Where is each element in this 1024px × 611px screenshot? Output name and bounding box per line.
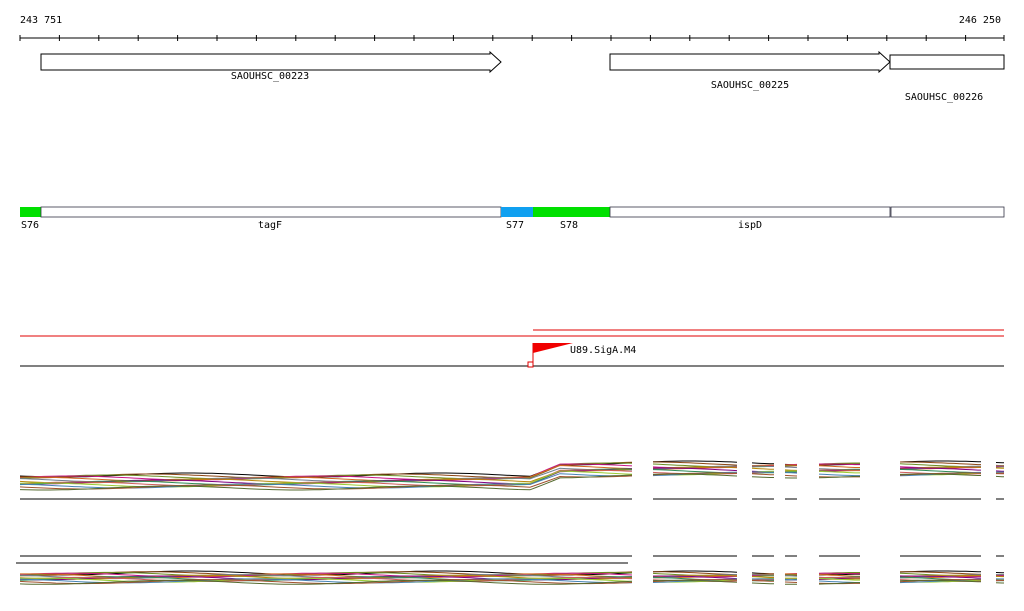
expression-trace: [652, 579, 738, 582]
expression-trace: [818, 473, 860, 477]
expression-trace: [751, 473, 774, 476]
expression-trace: [652, 570, 738, 573]
expression-trace: [818, 470, 860, 474]
expression-trace: [652, 467, 738, 472]
segment: [20, 207, 41, 217]
expression-trace: [899, 579, 981, 583]
segment: [609, 206, 891, 218]
segment: [533, 207, 610, 217]
segment: [501, 207, 533, 217]
promoter-base: [527, 361, 534, 368]
expression-trace: [19, 463, 633, 481]
expression-trace: [652, 575, 738, 580]
ruler-ticks: [19, 35, 1005, 41]
expression-trace: [818, 574, 860, 577]
expression-trace: [818, 465, 860, 468]
segment-label: ispD: [738, 220, 762, 231]
promoter-label: U89.SigA.M4: [570, 345, 636, 356]
expression-trace: [784, 474, 798, 477]
gene-box: [889, 54, 1005, 70]
expression-tracks: [16, 460, 1004, 585]
segment: [40, 206, 502, 218]
expression-trace: [784, 466, 798, 469]
gene-track: [40, 50, 1005, 74]
ruler-start: 243 751: [20, 15, 62, 26]
expression-trace: [818, 572, 860, 575]
expression-trace: [900, 461, 981, 466]
expression-trace: [19, 579, 633, 585]
segment: [890, 206, 1005, 218]
segment-label: S77: [506, 220, 524, 231]
expression-trace: [751, 462, 774, 465]
expression-trace: [784, 471, 798, 473]
gene-label: SAOUHSC_00226: [905, 92, 983, 103]
expression-trace: [818, 582, 860, 585]
segment-track: [20, 206, 1005, 218]
expression-trace: [900, 571, 981, 575]
expression-trace: [784, 581, 798, 583]
expression-trace: [784, 574, 798, 576]
expression-trace: [899, 460, 981, 463]
expression-trace: [652, 460, 738, 463]
segment-label: S78: [560, 220, 578, 231]
expression-trace: [784, 469, 798, 471]
expression-trace: [19, 474, 633, 491]
expression-trace: [899, 576, 981, 581]
expression-trace: [751, 575, 774, 577]
gene-arrow: [609, 50, 891, 74]
expression-trace: [652, 579, 738, 583]
expression-trace: [751, 467, 774, 470]
expression-trace: [652, 473, 738, 477]
gene-label: SAOUHSC_00223: [231, 71, 309, 82]
expression-trace: [751, 464, 774, 467]
expression-trace: [751, 579, 774, 582]
expression-trace: [784, 472, 798, 474]
expression-trace: [819, 463, 860, 466]
ruler-end: 246 250: [959, 15, 1001, 26]
expression-trace: [652, 571, 738, 576]
expression-trace: [899, 473, 981, 476]
promoter-flag: [533, 343, 573, 353]
expression-trace: [751, 476, 774, 478]
expression-trace: [751, 582, 774, 585]
expression-trace: [818, 475, 860, 479]
expression-trace: [818, 578, 860, 581]
segment-label: tagF: [258, 220, 282, 231]
expression-trace: [751, 576, 774, 578]
expression-trace: [899, 579, 981, 583]
segment-label: S76: [21, 220, 39, 231]
expression-trace: [784, 578, 798, 581]
expression-trace: [784, 575, 798, 577]
expression-trace: [19, 475, 633, 490]
expression-trace: [19, 470, 633, 488]
expression-trace: [899, 467, 981, 471]
expression-trace: [653, 461, 738, 466]
gene-arrow: [40, 50, 502, 74]
gene-label: SAOUHSC_00225: [711, 80, 789, 91]
expression-trace: [899, 575, 981, 579]
